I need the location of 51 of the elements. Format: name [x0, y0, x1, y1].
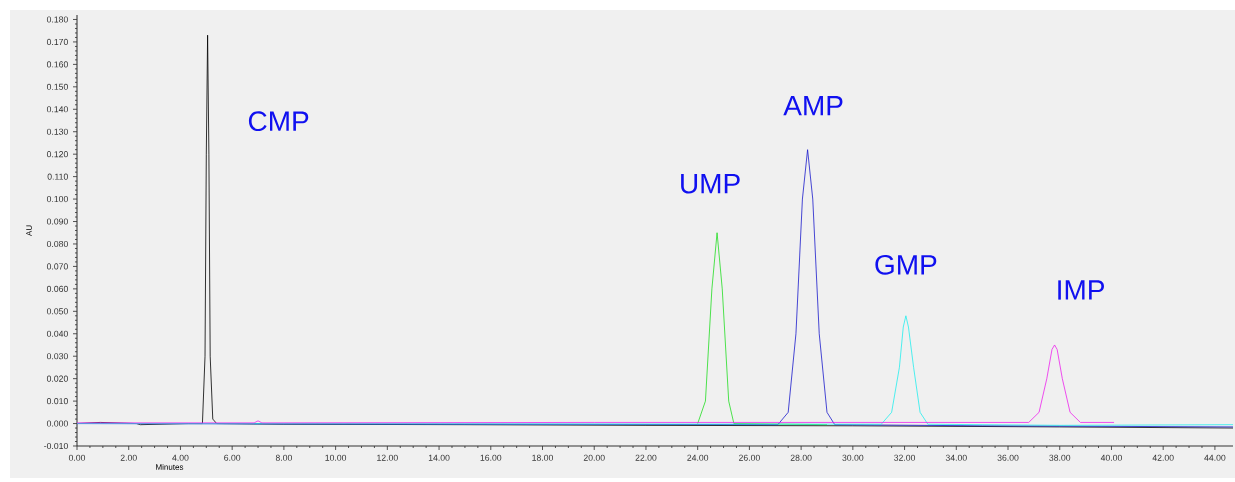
y-tick-label: 0.110: [47, 173, 68, 180]
x-tick-label: 4.00: [172, 454, 189, 461]
x-axis-title: Minutes: [156, 464, 184, 470]
y-tick-label: 0.160: [46, 61, 68, 68]
y-tick-label: 0.070: [46, 263, 68, 270]
line-series: [77, 344, 1115, 424]
x-tick-label: 10.00: [325, 454, 347, 461]
x-tick-label: 6.00: [224, 454, 241, 461]
annotation: UMP: [681, 173, 740, 194]
annotation: IMP: [1058, 280, 1104, 300]
y-tick-label: 0.080: [46, 240, 68, 248]
annotation: GMP: [875, 254, 937, 275]
y-tick-label: 0.120: [46, 151, 68, 158]
x-tick-label: 0.00: [68, 454, 86, 461]
y-tick-label: 0.050: [46, 308, 68, 315]
y-axis-title: AU: [26, 225, 32, 237]
y-tick-label: 0.010: [46, 398, 68, 405]
annotation: AMP: [783, 96, 843, 116]
y-tick-label: 0.060: [46, 285, 68, 292]
y-tick-label: 0.170: [46, 38, 68, 45]
x-tick-label: 38.00: [1049, 454, 1071, 461]
y-tick-label: 0.000: [46, 420, 68, 427]
x-tick-label: 42.00: [1152, 454, 1174, 461]
y-tick-label: 0.020: [46, 375, 68, 382]
annotation: CMP: [248, 111, 309, 132]
x-tick-label: 22.00: [635, 454, 657, 461]
x-tick-label: 12.00: [377, 454, 398, 461]
y-tick-label: 0.180: [46, 16, 68, 23]
x-tick-label: 30.00: [842, 454, 864, 461]
x-tick-label: 26.00: [739, 454, 760, 461]
x-tick-label: 18.00: [532, 454, 554, 461]
y-tick-label: 0.130: [46, 128, 68, 135]
x-tick-label: 20.00: [583, 454, 605, 461]
y-tick-label: 0.030: [46, 353, 68, 360]
y-tick-label: 0.040: [46, 330, 68, 337]
x-tick-label: 24.00: [687, 454, 709, 461]
x-tick-label: 44.00: [1204, 454, 1226, 461]
y-tick-label: -0.010: [44, 442, 68, 450]
x-tick-label: 16.00: [480, 454, 502, 461]
x-tick-label: 8.00: [275, 454, 292, 461]
x-tick-label: 32.00: [894, 454, 916, 461]
x-tick-label: 14.00: [428, 454, 450, 461]
x-tick-label: 28.00: [790, 454, 812, 461]
y-tick-label: 0.150: [46, 83, 68, 90]
y-tick-label: 0.140: [46, 106, 68, 113]
y-tick-label: 0.100: [46, 196, 68, 203]
x-tick-label: 2.00: [120, 454, 137, 461]
x-tick-label: 34.00: [945, 454, 967, 461]
x-tick-label: 40.00: [1100, 454, 1122, 461]
y-tick-label: 0.090: [46, 218, 68, 225]
x-tick-label: 36.00: [997, 454, 1019, 461]
